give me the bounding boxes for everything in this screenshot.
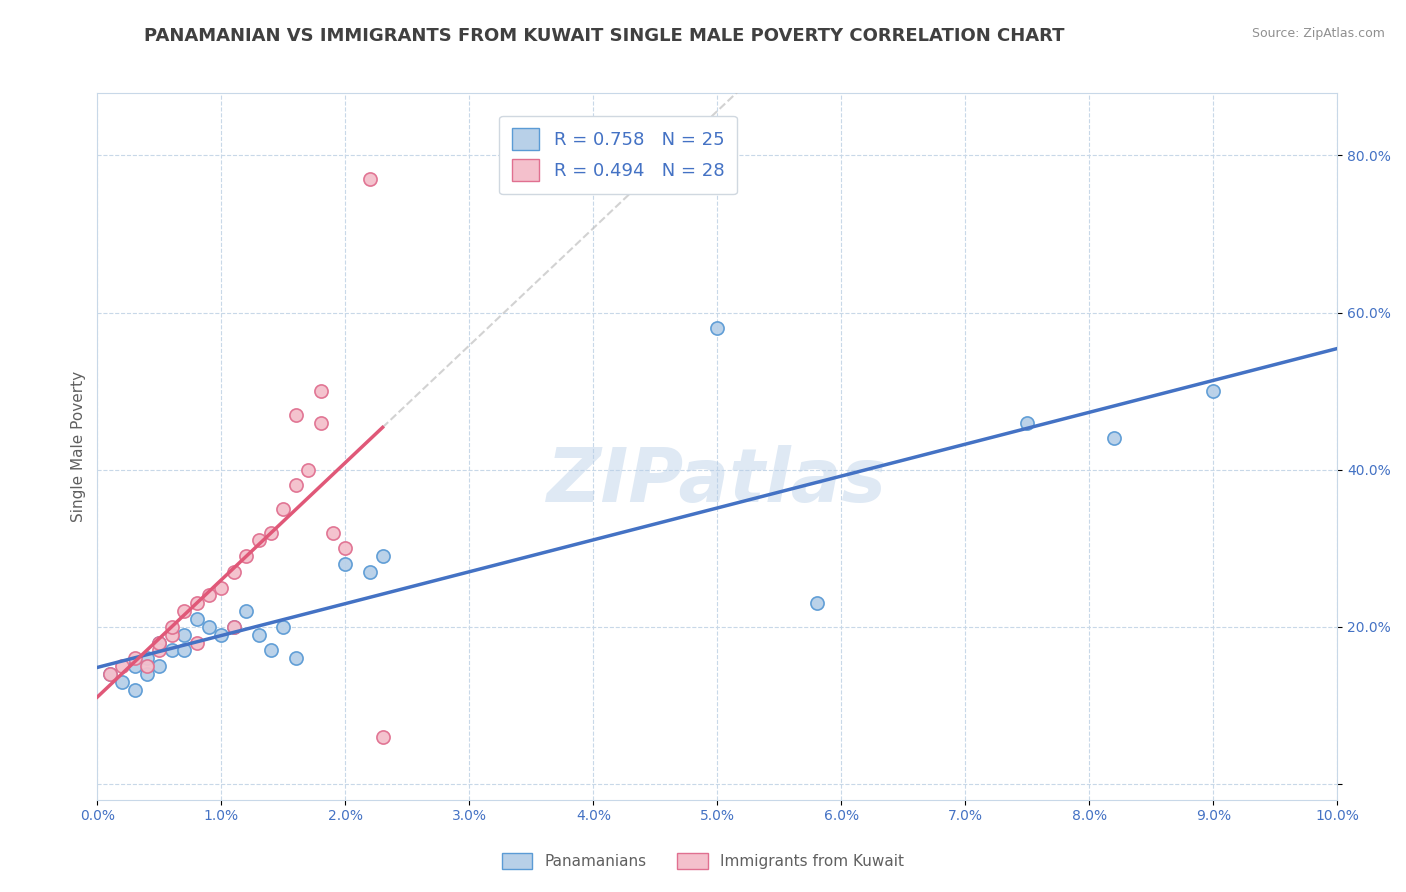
Point [222, 565, 245, 579]
Point [1102, 431, 1125, 445]
Point [198, 620, 221, 634]
Point [148, 659, 170, 673]
Point [136, 651, 159, 665]
Point [273, 502, 295, 516]
Text: Source: ZipAtlas.com: Source: ZipAtlas.com [1251, 27, 1385, 40]
Point [309, 384, 332, 399]
Point [309, 416, 332, 430]
Point [371, 549, 394, 564]
Point [1017, 416, 1039, 430]
Point [235, 549, 257, 564]
Point [98, 667, 121, 681]
Point [209, 628, 232, 642]
Point [173, 604, 195, 618]
Point [235, 604, 257, 618]
Legend: R = 0.758   N = 25, R = 0.494   N = 28: R = 0.758 N = 25, R = 0.494 N = 28 [499, 116, 737, 194]
Point [335, 541, 357, 556]
Point [124, 659, 146, 673]
Point [173, 643, 195, 657]
Point [335, 557, 357, 571]
Point [706, 321, 728, 335]
Point [160, 643, 183, 657]
Point [124, 682, 146, 697]
Point [322, 525, 344, 540]
Point [160, 620, 183, 634]
Point [98, 667, 121, 681]
Point [222, 620, 245, 634]
Point [186, 635, 208, 649]
Point [284, 651, 307, 665]
Point [222, 620, 245, 634]
Text: PANAMANIAN VS IMMIGRANTS FROM KUWAIT SINGLE MALE POVERTY CORRELATION CHART: PANAMANIAN VS IMMIGRANTS FROM KUWAIT SIN… [145, 27, 1064, 45]
Point [124, 651, 146, 665]
Point [136, 667, 159, 681]
Point [136, 659, 159, 673]
Point [371, 730, 394, 744]
Text: ZIPatlas: ZIPatlas [547, 445, 887, 518]
Point [209, 581, 232, 595]
Point [1202, 384, 1225, 399]
Point [111, 674, 134, 689]
Y-axis label: Single Male Poverty: Single Male Poverty [72, 370, 86, 522]
Point [148, 643, 170, 657]
Point [273, 620, 295, 634]
Point [359, 565, 381, 579]
Point [198, 589, 221, 603]
Point [160, 628, 183, 642]
Point [148, 635, 170, 649]
Point [186, 612, 208, 626]
Point [173, 628, 195, 642]
Point [111, 659, 134, 673]
Point [806, 596, 828, 610]
Point [297, 463, 319, 477]
Point [284, 478, 307, 492]
Point [148, 635, 170, 649]
Legend: Panamanians, Immigrants from Kuwait: Panamanians, Immigrants from Kuwait [496, 847, 910, 875]
Point [260, 525, 283, 540]
Point [247, 628, 270, 642]
Point [186, 596, 208, 610]
Point [284, 408, 307, 422]
Point [260, 643, 283, 657]
Point [359, 172, 381, 186]
Point [247, 533, 270, 548]
